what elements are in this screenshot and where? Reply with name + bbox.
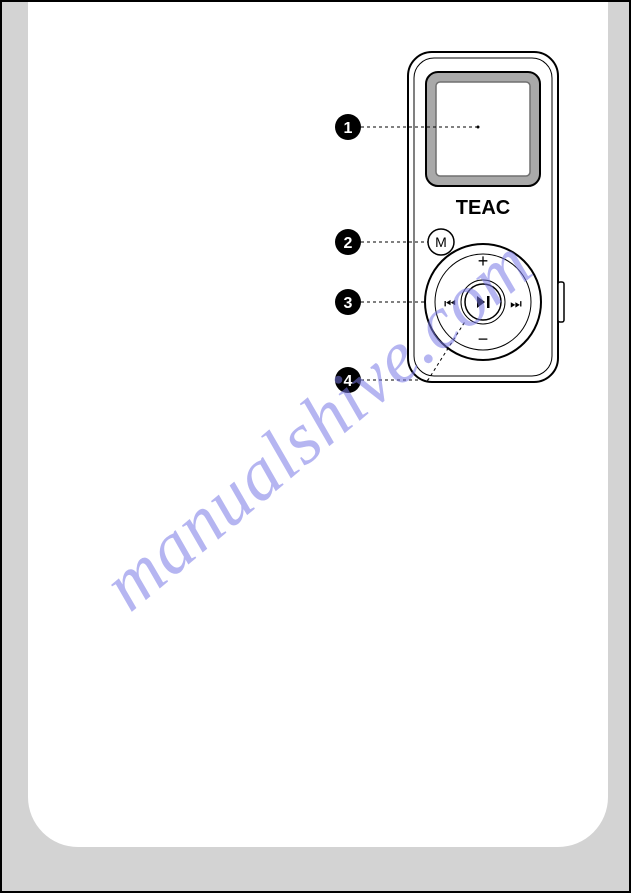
device-diagram: TEAC M + − ⏮ ⏭ <box>308 42 568 442</box>
minus-label: − <box>478 329 489 349</box>
prev-label: ⏮ <box>444 296 456 311</box>
next-label: ⏭ <box>510 296 522 311</box>
screen-inner <box>436 82 530 176</box>
device-svg: TEAC M + − ⏮ ⏭ <box>308 42 568 442</box>
page-panel: TEAC M + − ⏮ ⏭ <box>28 2 608 847</box>
brand-label: TEAC <box>456 197 510 219</box>
callout-4-num: 4 <box>344 373 353 390</box>
side-button <box>558 282 564 322</box>
callout-1-num: 1 <box>344 120 353 137</box>
pause-bar <box>487 296 490 308</box>
plus-label: + <box>478 251 489 271</box>
callout-3-num: 3 <box>344 295 353 312</box>
outer-border: TEAC M + − ⏮ ⏭ <box>0 0 631 893</box>
leader-1-dot <box>477 126 480 129</box>
callout-2-num: 2 <box>344 235 353 252</box>
menu-button-label: M <box>435 234 447 250</box>
